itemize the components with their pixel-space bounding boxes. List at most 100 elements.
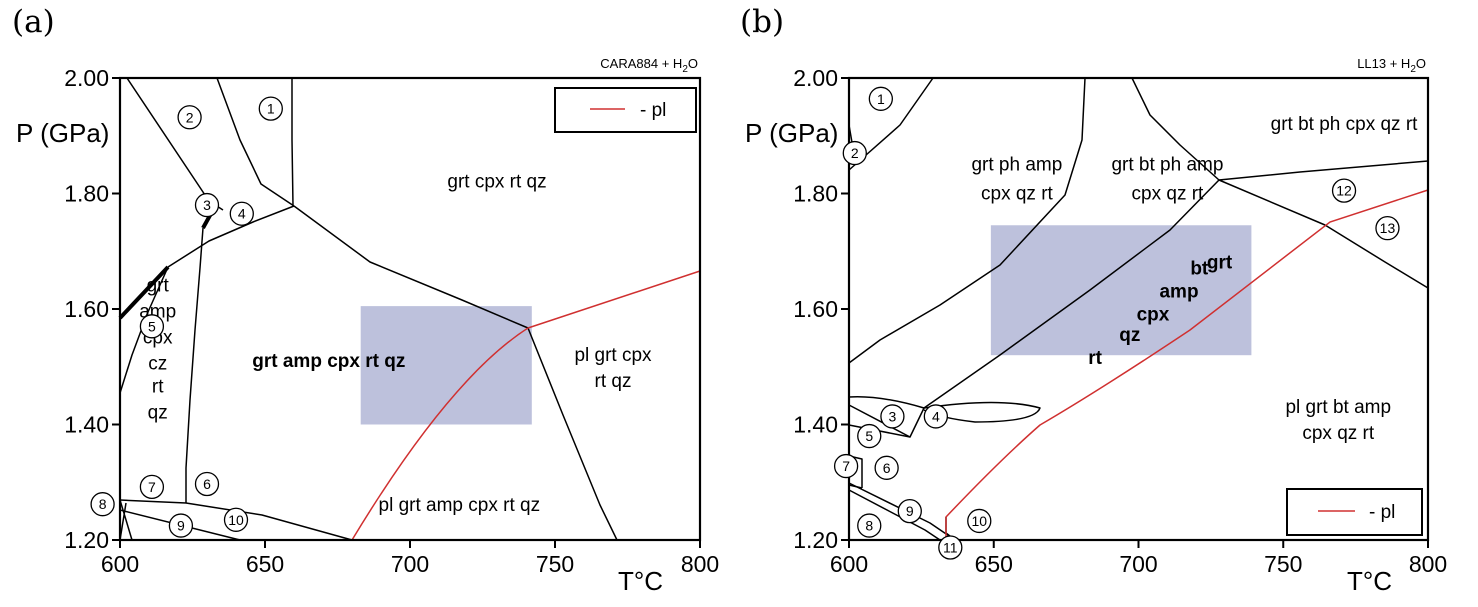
boundary-line — [1218, 179, 1429, 289]
numbered-field-marker: 1 — [258, 96, 283, 121]
numbered-field-circle — [177, 105, 202, 130]
numbered-field-marker: 9 — [168, 513, 194, 538]
numbered-field-marker: 3 — [880, 404, 905, 429]
numbered-field-marker: 6 — [874, 455, 899, 480]
sample-suffix: O — [688, 56, 698, 71]
numbered-field-marker: 2 — [842, 140, 867, 166]
numbered-field-circle — [1331, 178, 1357, 203]
legend-label-b: - pl — [1369, 502, 1395, 523]
x-tick-label: 700 — [1119, 551, 1157, 577]
numbered-field-label: 9 — [177, 518, 185, 534]
subscript: 2 — [682, 64, 688, 75]
numbered-field-circle — [967, 508, 992, 534]
numbered-field-label: 4 — [932, 408, 940, 424]
sample-suffix: O — [1416, 56, 1426, 71]
numbered-field-marker: 1 — [868, 86, 893, 111]
field-label: cpx qz rt — [981, 183, 1054, 204]
field-label: cpx qz rt — [1132, 183, 1205, 204]
numbered-field-circle — [258, 96, 283, 121]
boundary-line — [119, 499, 133, 541]
numbered-field-circle — [923, 404, 948, 429]
numbered-field-label: 1 — [267, 101, 275, 117]
numbered-field-marker: 9 — [897, 498, 922, 524]
field-labels-b: grt ph amp cpx qz rt grt bt ph amp cpx qz r… — [971, 114, 1418, 444]
sample-label-b-text: LL13 + H — [1357, 56, 1410, 71]
x-tick-label: 800 — [1409, 551, 1447, 577]
numbered-field-marker: 7 — [139, 474, 165, 500]
y-ticks-a: 1.20 1.40 1.60 1.80 2.00 — [64, 65, 120, 553]
numbered-field-circle — [223, 507, 249, 532]
numbered-field-circle — [868, 86, 893, 111]
boundary-line — [848, 395, 1041, 423]
y-tick-label: 1.20 — [64, 527, 109, 553]
numbered-field-circle — [90, 492, 115, 517]
numbered-field-label: 6 — [203, 476, 211, 492]
x-ticks-b: 600 650 700 750 800 — [830, 540, 1447, 577]
numbered-field-label: 5 — [148, 318, 156, 334]
numbered-field-marker: 8 — [90, 492, 115, 517]
x-tick-label: 700 — [391, 551, 429, 577]
numbered-field-label: 1 — [877, 91, 885, 107]
numbered-field-marker: 6 — [194, 471, 220, 497]
boundary-line — [119, 266, 169, 394]
x-tick-label: 650 — [975, 551, 1013, 577]
field-label: grt — [147, 276, 170, 297]
numbered-field-label: 11 — [943, 540, 958, 556]
numbered-field-label: 6 — [883, 460, 891, 476]
numbered-field-label: 7 — [148, 479, 156, 495]
numbered-field-marker: 3 — [194, 192, 220, 218]
panel-b: 1.20 1.40 1.60 1.80 2.00 600 650 700 750 800 grt… — [740, 4, 1447, 596]
numbered-field-label: 3 — [203, 197, 211, 213]
y-tick-label: 1.60 — [64, 296, 109, 322]
sample-label-b: LL13 + H2O — [1357, 56, 1426, 75]
numbered-field-label: 3 — [889, 408, 897, 424]
legend-box-a — [554, 87, 697, 133]
numbered-field-label: 8 — [99, 496, 107, 512]
field-label: rt — [1088, 348, 1102, 369]
numbered-field-circle — [857, 423, 882, 449]
numbered-field-label: 8 — [865, 518, 873, 534]
x-ticks-a: 600 650 700 750 800 — [101, 540, 719, 577]
field-label: grt bt ph amp — [1111, 154, 1223, 175]
pl-out-curve — [527, 270, 701, 329]
numbered-field-marker: 10 — [967, 508, 992, 534]
numbered-field-circle — [1375, 215, 1400, 241]
numbered-field-circle — [842, 140, 867, 166]
numbered-field-label: 9 — [906, 503, 914, 519]
field-label: qz — [148, 403, 168, 424]
numbered-field-marker: 2 — [177, 105, 202, 130]
boundary-line — [216, 77, 295, 207]
y-tick-label: 2.00 — [793, 65, 838, 91]
boundary-line — [185, 227, 204, 503]
pl-out-curve — [945, 189, 1429, 540]
field-label: cpx qz rt — [1302, 423, 1375, 444]
numbered-field-circle — [168, 513, 194, 538]
x-tick-label: 750 — [536, 551, 574, 577]
y-tick-label: 1.20 — [793, 527, 838, 553]
field-label: pl grt bt amp — [1285, 397, 1391, 418]
legend-box-b — [1286, 488, 1423, 536]
field-label: pl grt amp cpx rt qz — [379, 495, 541, 516]
boundary-line — [185, 502, 353, 541]
numbered-field-circle — [897, 498, 922, 524]
y-tick-label: 1.80 — [64, 181, 109, 207]
numbered-field-circle — [229, 201, 254, 226]
field-label: cpx — [1137, 305, 1170, 326]
numbered-field-label: 4 — [238, 206, 246, 222]
x-tick-label: 800 — [681, 551, 719, 577]
x-axis-label-a: T°C — [618, 566, 663, 596]
numbered-fields-a: 1 2 3 4 5 6 7 8 9 10 — [90, 96, 283, 538]
panel-a: 1.20 1.40 1.60 1.80 2.00 600 650 700 750 800 grt… — [12, 4, 719, 596]
legend-label-a: - pl — [640, 100, 666, 121]
y-axis-label-a: P (GPa) — [16, 118, 109, 148]
field-label: bt — [1190, 258, 1209, 279]
numbered-field-label: 5 — [865, 428, 873, 444]
panel-b-highlight — [990, 225, 1252, 356]
numbered-field-label: 13 — [1380, 220, 1396, 236]
numbered-field-label: 2 — [851, 145, 859, 161]
sample-label-a: CARA884 + H2O — [600, 56, 698, 75]
panel-label-a: (a) — [12, 4, 55, 40]
numbered-field-label: 7 — [842, 458, 850, 474]
legend-a: - pl — [554, 87, 697, 133]
